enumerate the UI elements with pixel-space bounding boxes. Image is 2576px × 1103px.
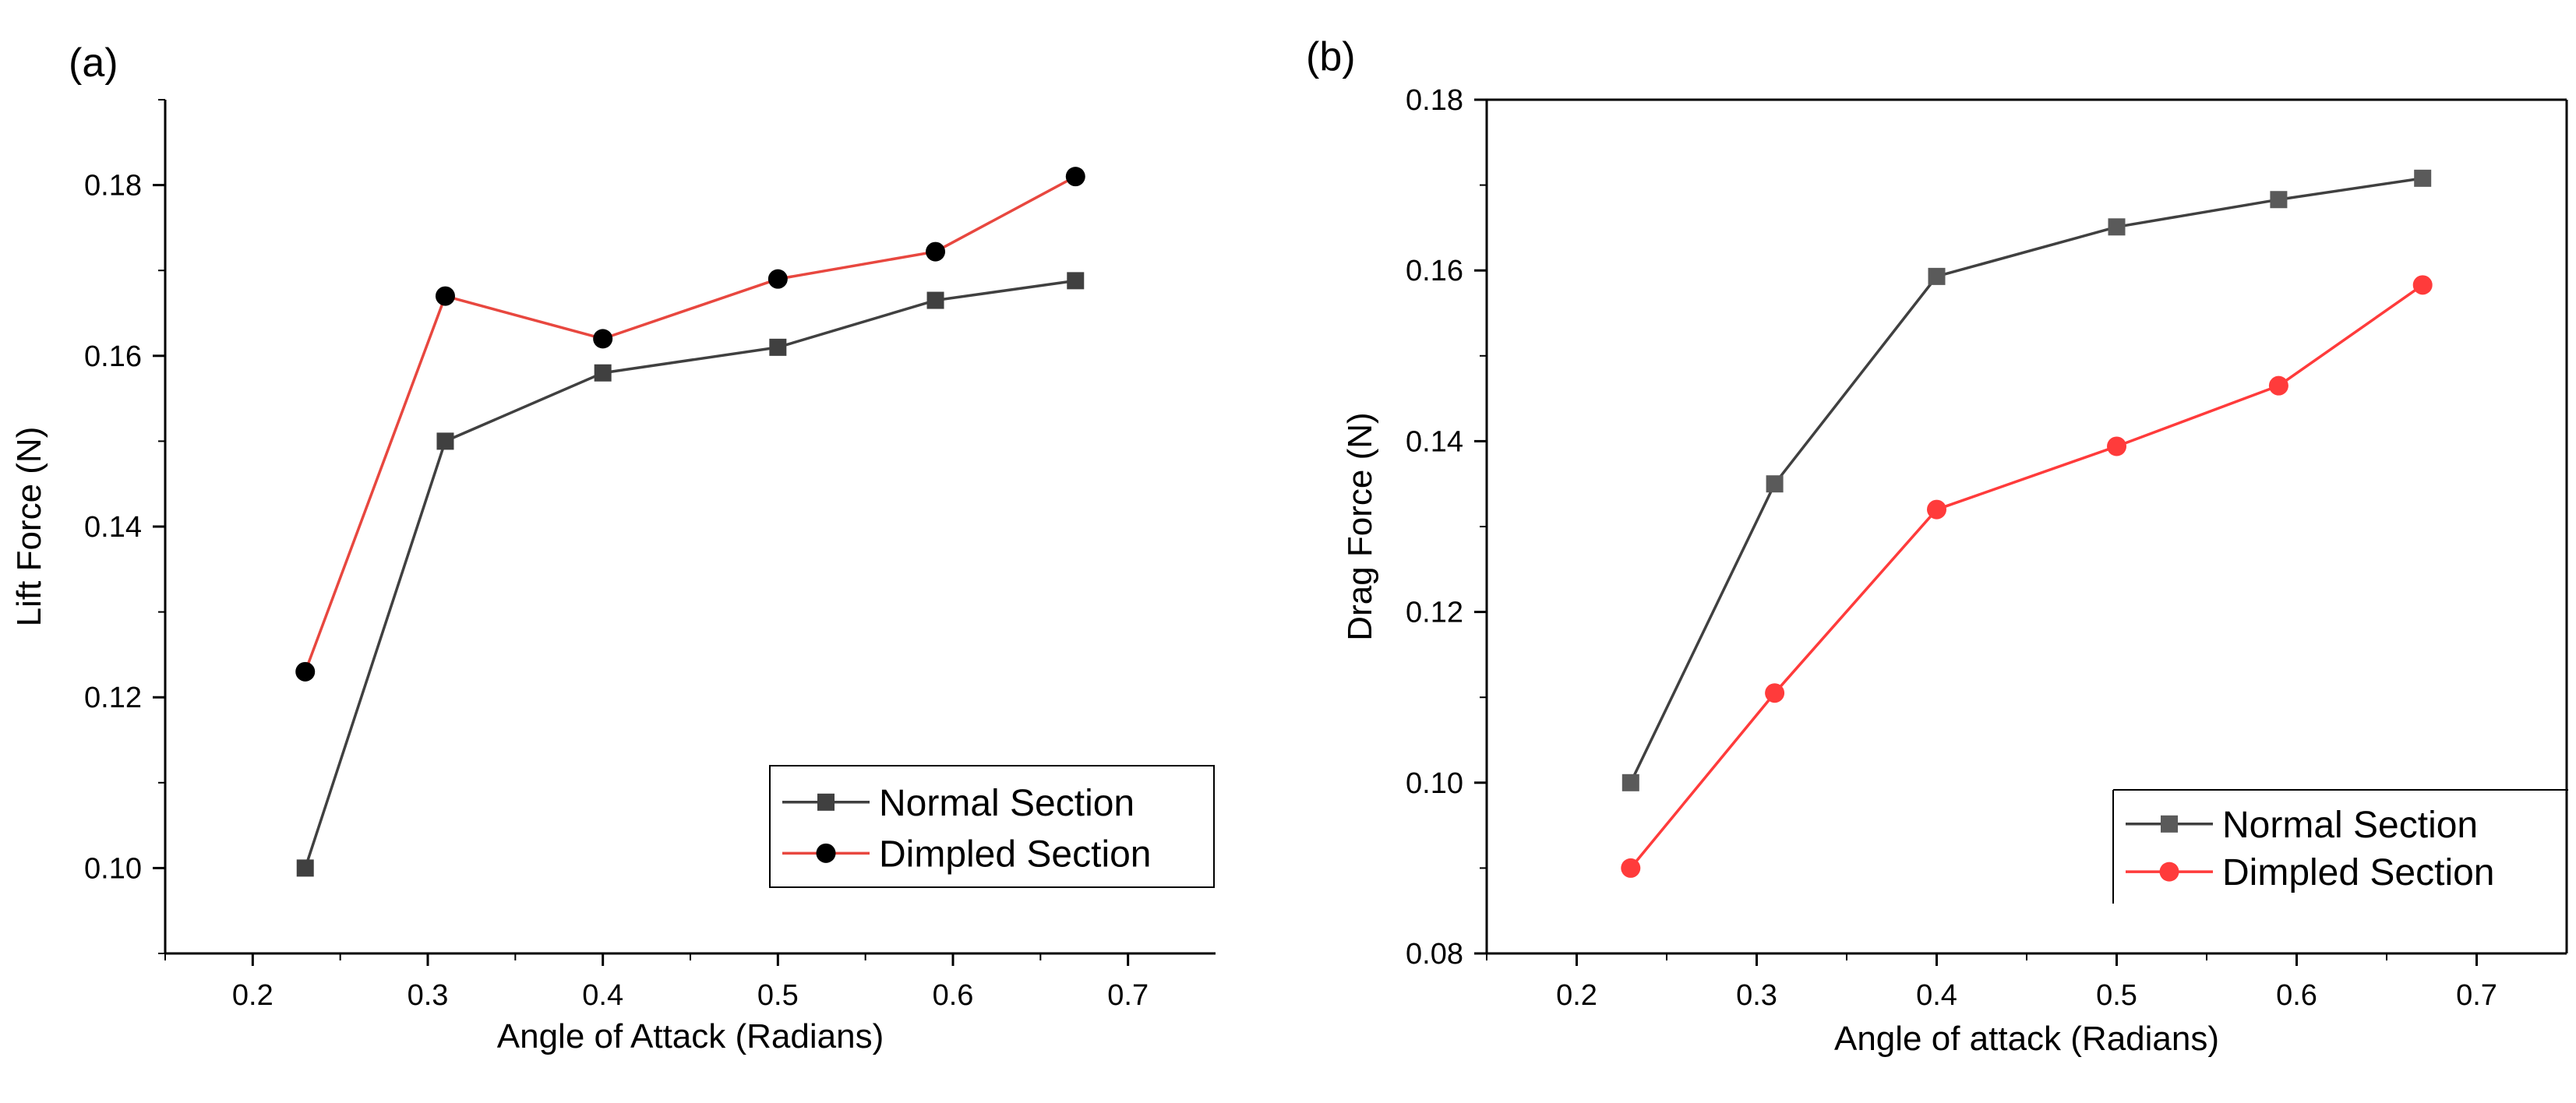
- series-line: [304, 279, 1076, 869]
- panel-label: (b): [1306, 34, 1356, 79]
- y-tick-label: 0.12: [84, 682, 142, 714]
- data-point: [435, 286, 455, 306]
- y-tick-label: 0.10: [84, 852, 142, 885]
- x-tick-label: 0.2: [232, 979, 273, 1012]
- y-tick-label: 0.08: [1406, 938, 1463, 971]
- data-point: [769, 338, 787, 356]
- legend-frame: [769, 765, 1215, 888]
- series-normal-section: [1621, 169, 2432, 791]
- series-line: [1629, 284, 2424, 869]
- x-tick-label: 0.2: [1556, 979, 1597, 1012]
- data-point: [926, 291, 944, 309]
- legend-label: Dimpled Section: [879, 833, 1152, 875]
- x-tick-label: 0.7: [2456, 979, 2497, 1012]
- legend-marker: [817, 793, 835, 811]
- series-line: [1629, 177, 2423, 784]
- data-point: [296, 859, 314, 877]
- y-tick-label: 0.10: [1406, 767, 1463, 800]
- data-point: [1766, 475, 1784, 493]
- y-tick-label: 0.14: [84, 511, 142, 544]
- data-point: [1621, 858, 1641, 878]
- x-tick-label: 0.7: [1107, 979, 1149, 1012]
- data-point: [1621, 774, 1639, 791]
- panel-label: (a): [69, 41, 118, 86]
- legend-label: Dimpled Section: [2222, 852, 2495, 893]
- series-dimpled-section: [1621, 275, 2433, 878]
- legend: Normal Section Dimpled Section: [2112, 789, 2568, 904]
- y-tick-label: 0.14: [1406, 425, 1463, 458]
- data-point: [2268, 375, 2288, 396]
- y-tick-label: 0.16: [1406, 255, 1463, 287]
- data-point: [2107, 436, 2126, 456]
- data-point: [1065, 167, 1085, 187]
- y-tick-label: 0.18: [84, 170, 142, 203]
- chart-a-lift-force: (a) 0.2 0.3 0.4 0.5 0.6 0.7 0.10 0.12 0.14 0.16 0.1…: [10, 41, 1216, 1055]
- data-point: [1765, 683, 1785, 703]
- data-point: [2414, 169, 2432, 187]
- x-tick-label: 0.6: [2276, 979, 2317, 1012]
- y-tick-label: 0.12: [1406, 597, 1463, 629]
- legend-marker: [2161, 815, 2178, 833]
- x-tick-label: 0.5: [757, 979, 799, 1012]
- data-point: [2270, 191, 2288, 209]
- legend-marker: [2159, 862, 2179, 882]
- y-tick-label: 0.16: [84, 340, 142, 373]
- x-tick-label: 0.4: [1916, 979, 1957, 1012]
- data-point: [1067, 272, 1085, 290]
- x-tick-label: 0.5: [2096, 979, 2137, 1012]
- y-axis-title: Drag Force (N): [1341, 412, 1379, 640]
- data-point: [1927, 499, 1946, 520]
- x-axis-title: Angle of Attack (Radians): [497, 1017, 884, 1055]
- series-normal-section: [296, 272, 1085, 877]
- data-point: [594, 364, 612, 382]
- data-point: [1928, 267, 1946, 285]
- x-tick-label: 0.3: [408, 979, 449, 1012]
- data-point: [2412, 275, 2433, 295]
- x-tick-label: 0.6: [933, 979, 974, 1012]
- legend-marker: [816, 843, 836, 863]
- data-point: [2108, 218, 2126, 236]
- data-point: [926, 241, 946, 262]
- data-point: [436, 432, 454, 450]
- x-tick-label: 0.4: [582, 979, 623, 1012]
- data-point: [295, 661, 316, 682]
- series-dimpled-section: [295, 167, 1085, 682]
- x-tick-label: 0.3: [1736, 979, 1777, 1012]
- y-axis-title: Lift Force (N): [10, 427, 48, 627]
- legend-label: Normal Section: [879, 783, 1134, 824]
- data-point: [768, 269, 788, 289]
- y-tick-label: 0.18: [1406, 84, 1463, 117]
- series-line: [304, 175, 1077, 672]
- chart-b-drag-force: (b) 0.2 0.3 0.4 0.5 0.6 0.7 0.08 0.10 0.12 0.14 0.1…: [1306, 34, 2568, 1058]
- legend-label: Normal Section: [2222, 805, 2478, 846]
- data-point: [593, 329, 613, 349]
- legend: Normal Section Dimpled Section: [769, 765, 1215, 888]
- x-axis-title: Angle of attack (Radians): [1834, 1020, 2219, 1058]
